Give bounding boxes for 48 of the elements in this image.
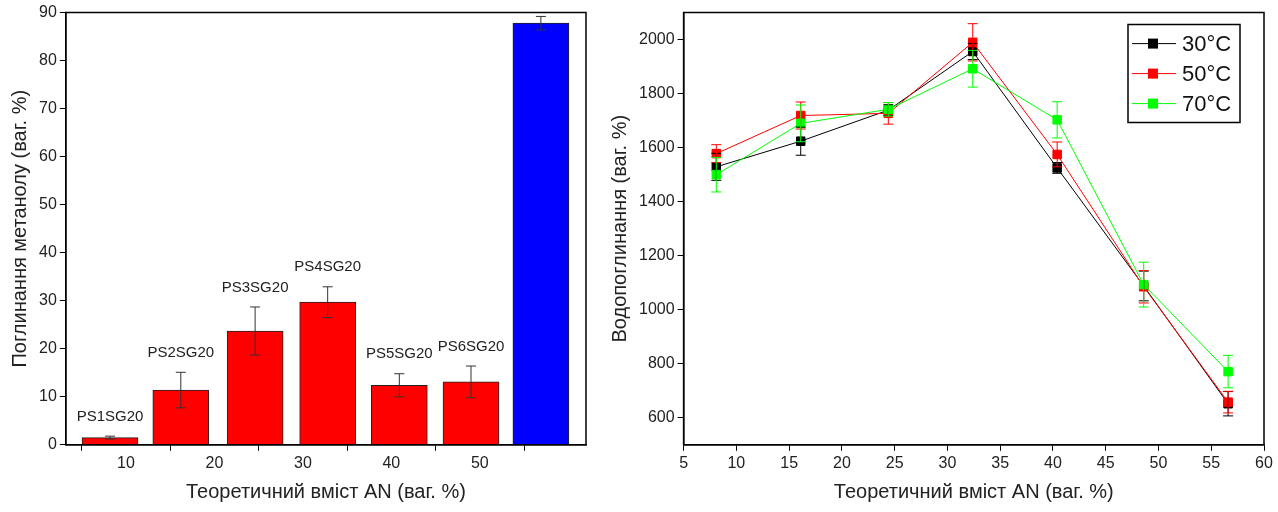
y-tick-label: 2000: [639, 30, 675, 48]
y-tick-label: 30: [39, 291, 57, 309]
annotation: PS4SG20: [294, 257, 362, 275]
legend-label: 70°C: [1182, 90, 1232, 116]
y-tick-label: 70: [39, 99, 57, 117]
x-tick-label: 40: [1044, 453, 1062, 471]
annotation: PS1SG20: [76, 406, 144, 424]
legend-label: 30°C: [1182, 30, 1232, 56]
x-tick-label: 20: [832, 453, 851, 471]
x-tick-label: 45: [1096, 453, 1115, 471]
x-tick-label: 10: [727, 453, 746, 471]
x-tick-label: 60: [1255, 453, 1273, 471]
x-tick-label: 25: [885, 453, 904, 471]
y-tick-label: 1600: [639, 138, 675, 156]
y-axis-title: Поглинання метанолу (ваг. %): [7, 89, 30, 368]
y-tick-label: 1400: [639, 192, 675, 210]
x-tick-label: 5: [679, 453, 689, 471]
annotation: PS2SG20: [147, 342, 215, 360]
annotation: PS5SG20: [365, 344, 433, 362]
y-tick-label: 50: [39, 195, 57, 213]
x-tick-label: 35: [991, 453, 1010, 471]
legend-label: 50°C: [1182, 60, 1232, 86]
x-tick-label: 50: [1149, 453, 1168, 471]
x-tick-label: 10: [117, 453, 135, 471]
x-tick-label: 30: [294, 453, 312, 471]
x-tick-label: 50: [470, 453, 489, 471]
y-tick-label: 10: [39, 387, 57, 405]
y-tick-label: 1800: [639, 84, 675, 102]
y-tick-label: 40: [39, 243, 57, 261]
y-tick-label: 60: [39, 147, 57, 165]
x-tick-label: 15: [780, 453, 799, 471]
y-axis-title: Водопоглинання (ваг. %): [607, 114, 630, 343]
y-tick-label: 20: [39, 339, 57, 357]
x-tick-label: 30: [938, 453, 957, 471]
y-tick-label: 1200: [639, 246, 675, 264]
x-axis-title: Теоретичний вміст AN (ваг. %): [185, 479, 466, 502]
y-tick-label: 80: [39, 51, 57, 69]
y-tick-label: 1000: [639, 300, 675, 318]
annotation: PS3SG20: [221, 277, 289, 295]
y-tick-label: 600: [647, 408, 675, 426]
y-tick-label: 90: [39, 3, 57, 21]
annotation: PS6SG20: [437, 336, 505, 354]
y-tick-label: 0: [47, 435, 57, 453]
x-tick-label: 55: [1202, 453, 1221, 471]
y-tick-label: 800: [647, 354, 675, 372]
x-tick-label: 40: [382, 453, 401, 471]
x-axis-title: Теоретичний вміст AN (ваг. %): [833, 479, 1114, 502]
x-tick-label: 20: [205, 453, 224, 471]
